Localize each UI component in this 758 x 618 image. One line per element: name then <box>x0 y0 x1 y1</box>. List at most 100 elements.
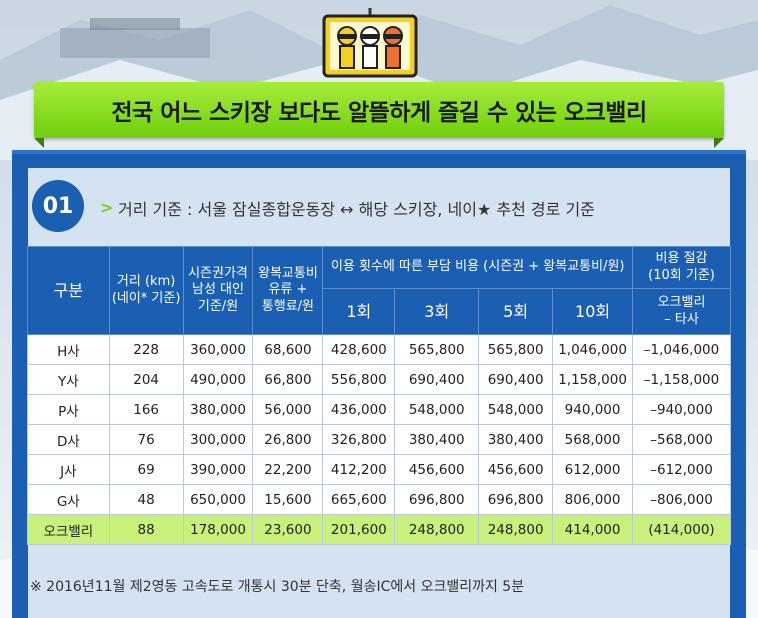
header-season-line3: 기준/원 <box>197 298 239 314</box>
cell-usage-5: 690,400 <box>478 364 554 395</box>
cell-round: 26,800 <box>252 424 324 455</box>
cell-usage-1: 428,600 <box>322 334 396 365</box>
cell-round: 56,000 <box>252 394 324 425</box>
cell-distance: 48 <box>108 484 184 515</box>
cell-round: 68,600 <box>252 334 324 365</box>
header-savings-sub-line2: – 타사 <box>664 311 699 327</box>
cell-usage-10: 940,000 <box>552 394 634 425</box>
header-usage-10: 10회 <box>552 288 634 335</box>
cell-usage-10: 612,000 <box>552 454 634 485</box>
cell-season: 360,000 <box>182 334 254 365</box>
cell-name: 오크밸리 <box>27 514 110 545</box>
cell-name: Y사 <box>27 364 110 395</box>
cell-usage-3: 696,800 <box>394 484 480 515</box>
cell-savings: –568,000 <box>632 424 731 455</box>
cell-savings: –940,000 <box>632 394 731 425</box>
cell-name: J사 <box>27 454 110 485</box>
header-season-pass: 시즌권가격 남성 대인 기준/원 <box>182 246 254 335</box>
cell-savings: (414,000) <box>632 514 731 545</box>
cell-distance: 228 <box>108 334 184 365</box>
cell-usage-5: 248,800 <box>478 514 554 545</box>
cell-usage-5: 380,400 <box>478 424 554 455</box>
cell-usage-1: 436,000 <box>322 394 396 425</box>
cell-usage-3: 248,800 <box>394 514 480 545</box>
cell-usage-3: 380,400 <box>394 424 480 455</box>
header-round-trip: 왕복교통비 유류 + 통행료/원 <box>252 246 324 335</box>
cell-usage-5: 548,000 <box>478 394 554 425</box>
cell-savings: –612,000 <box>632 454 731 485</box>
footnote: ※ 2016년11월 제2영동 고속도로 개통시 30분 단축, 월송IC에서 … <box>30 579 525 595</box>
cell-season: 380,000 <box>182 394 254 425</box>
cost-comparison-table: 구분 거리 (km) (네이* 기준) 시즌권가격 남성 대인 기준/원 왕복교… <box>27 246 731 545</box>
header-savings-line2: (10회 기준) <box>648 267 715 283</box>
cell-usage-5: 696,800 <box>478 484 554 515</box>
step-description: 거리 기준 : 서울 잠실종합운동장 ↔ 해당 스키장, 네이★ 추천 경로 기… <box>118 200 595 219</box>
table-row: Y사 204 490,000 66,800 556,800 690,400 69… <box>27 364 731 395</box>
cell-name: H사 <box>27 334 110 365</box>
table-row: H사 228 360,000 68,600 428,600 565,800 56… <box>27 334 731 365</box>
gondola-icon <box>322 8 418 78</box>
cell-usage-1: 201,600 <box>322 514 396 545</box>
cell-usage-3: 456,600 <box>394 454 480 485</box>
table-row: G사 48 650,000 15,600 665,600 696,800 696… <box>27 484 731 515</box>
header-category: 구분 <box>27 246 110 335</box>
header-savings-line1: 비용 절감 <box>655 251 708 267</box>
header-usage-group: 이용 횟수에 따른 부담 비용 (시즌권 + 왕복교통비/원) <box>322 246 634 289</box>
header-round-line3: 통행료/원 <box>261 298 315 314</box>
cell-round: 23,600 <box>252 514 324 545</box>
cell-name: D사 <box>27 424 110 455</box>
cell-usage-3: 548,000 <box>394 394 480 425</box>
cell-name: G사 <box>27 484 110 515</box>
table-row: D사 76 300,000 26,800 326,800 380,400 380… <box>27 424 731 455</box>
header-season-line2: 남성 대인 <box>192 282 244 298</box>
cell-season: 300,000 <box>182 424 254 455</box>
header-distance: 거리 (km) (네이* 기준) <box>108 246 184 335</box>
cell-distance: 69 <box>108 454 184 485</box>
cell-usage-1: 556,800 <box>322 364 396 395</box>
cell-season: 178,000 <box>182 514 254 545</box>
table-row-highlight: 오크밸리 88 178,000 23,600 201,600 248,800 2… <box>27 514 731 545</box>
header-usage-5: 5회 <box>478 288 554 335</box>
cell-usage-10: 414,000 <box>552 514 634 545</box>
cell-distance: 166 <box>108 394 184 425</box>
cell-usage-3: 565,800 <box>394 334 480 365</box>
cell-usage-10: 806,000 <box>552 484 634 515</box>
cell-savings: –806,000 <box>632 484 731 515</box>
table-row: J사 69 390,000 22,200 412,200 456,600 456… <box>27 454 731 485</box>
title-banner: 전국 어느 스키장 보다도 알뜰하게 즐길 수 있는 오크밸리 <box>34 82 724 138</box>
cell-usage-5: 565,800 <box>478 334 554 365</box>
header-round-line1: 왕복교통비 <box>258 266 318 282</box>
header-usage-3: 3회 <box>394 288 480 335</box>
cell-usage-10: 1,046,000 <box>552 334 634 365</box>
cell-distance: 76 <box>108 424 184 455</box>
cell-season: 490,000 <box>182 364 254 395</box>
cell-usage-1: 412,200 <box>322 454 396 485</box>
header-usage-1: 1회 <box>322 288 396 335</box>
cell-round: 66,800 <box>252 364 324 395</box>
header-season-line1: 시즌권가격 <box>188 266 248 282</box>
cell-season: 650,000 <box>182 484 254 515</box>
chevron-right-icon: > <box>100 198 114 217</box>
banner-title: 전국 어느 스키장 보다도 알뜰하게 즐길 수 있는 오크밸리 <box>111 100 647 126</box>
header-distance-line1: 거리 (km) <box>116 274 176 290</box>
step-number-badge: 01 <box>32 180 84 232</box>
cell-name: P사 <box>27 394 110 425</box>
cell-usage-1: 326,800 <box>322 424 396 455</box>
header-savings-sub-line1: 오크밸리 <box>657 295 706 311</box>
cell-savings: –1,046,000 <box>632 334 731 365</box>
cell-usage-10: 1,158,000 <box>552 364 634 395</box>
banner-fold-left <box>34 138 44 148</box>
cell-round: 22,200 <box>252 454 324 485</box>
cell-distance: 204 <box>108 364 184 395</box>
cell-usage-3: 690,400 <box>394 364 480 395</box>
cell-usage-1: 665,600 <box>322 484 396 515</box>
header-round-line2: 유류 + <box>268 282 308 298</box>
header-distance-line2: (네이* 기준) <box>111 290 181 306</box>
cell-usage-10: 568,000 <box>552 424 634 455</box>
cell-season: 390,000 <box>182 454 254 485</box>
cell-round: 15,600 <box>252 484 324 515</box>
header-savings-sub: 오크밸리 – 타사 <box>632 288 731 335</box>
banner-fold-right <box>714 138 724 148</box>
cell-distance: 88 <box>108 514 184 545</box>
header-savings: 비용 절감 (10회 기준) <box>632 246 731 289</box>
